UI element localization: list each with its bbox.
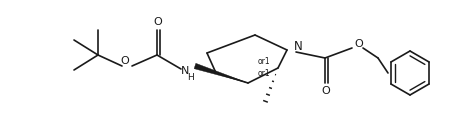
Text: H: H	[188, 72, 194, 82]
Text: or1: or1	[258, 68, 271, 78]
Text: N: N	[181, 66, 189, 76]
Polygon shape	[194, 63, 248, 83]
Text: O: O	[153, 17, 163, 27]
Text: O: O	[354, 39, 363, 49]
Text: N: N	[294, 41, 303, 53]
Text: or1: or1	[257, 57, 270, 65]
Text: O: O	[322, 86, 330, 96]
Text: O: O	[120, 56, 129, 66]
